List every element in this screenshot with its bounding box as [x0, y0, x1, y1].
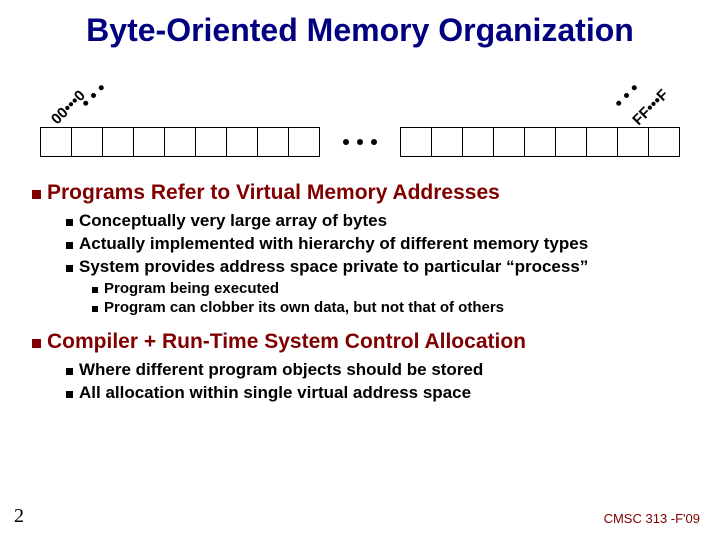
- section-heading: Compiler + Run-Time System Control Alloc…: [32, 330, 698, 354]
- footer-course: CMSC 313 -F'09: [604, 511, 700, 526]
- addr-end-label: FF•••F: [629, 86, 672, 129]
- list-item: Actually implemented with hierarchy of d…: [66, 234, 698, 254]
- list-subitem: Program being executed: [92, 280, 698, 297]
- addr-start-label: 00•••0: [48, 87, 89, 128]
- dots-right: [615, 84, 638, 107]
- memory-cells: [40, 127, 680, 157]
- memory-diagram: 00•••0 FF•••F: [40, 57, 680, 167]
- list-item: Where different program objects should b…: [66, 360, 698, 380]
- content-body: Programs Refer to Virtual Memory Address…: [0, 181, 720, 403]
- list-item: All allocation within single virtual add…: [66, 383, 698, 403]
- list-subitem: Program can clobber its own data, but no…: [92, 299, 698, 316]
- list-item: System provides address space private to…: [66, 257, 698, 277]
- page-number: 2: [14, 505, 24, 528]
- slide-title: Byte-Oriented Memory Organization: [0, 0, 720, 57]
- list-item: Conceptually very large array of bytes: [66, 211, 698, 231]
- section-heading: Programs Refer to Virtual Memory Address…: [32, 181, 698, 205]
- ellipsis-icon: [343, 139, 377, 145]
